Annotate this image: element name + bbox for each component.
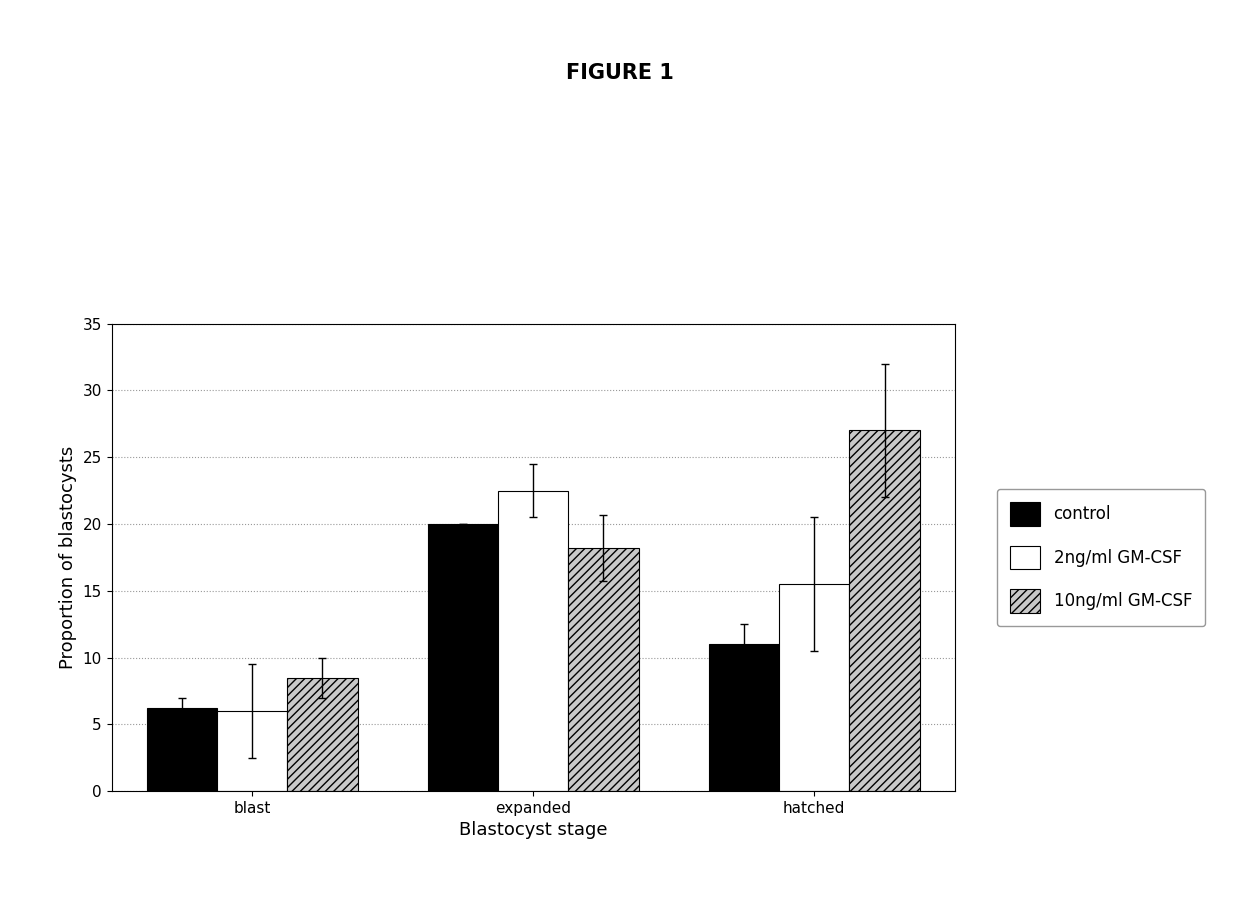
Legend: control, 2ng/ml GM-CSF, 10ng/ml GM-CSF: control, 2ng/ml GM-CSF, 10ng/ml GM-CSF — [997, 489, 1205, 626]
Text: FIGURE 1: FIGURE 1 — [567, 63, 673, 83]
Bar — [709, 645, 779, 791]
Bar — [849, 431, 920, 791]
X-axis label: Blastocyst stage: Blastocyst stage — [459, 822, 608, 840]
Bar — [428, 524, 498, 791]
Bar — [146, 708, 217, 791]
Y-axis label: Proportion of blastocysts: Proportion of blastocysts — [60, 446, 77, 669]
Bar — [498, 491, 568, 791]
Bar — [568, 548, 639, 791]
Bar — [217, 711, 288, 791]
Bar — [288, 678, 357, 791]
Bar — [779, 584, 849, 791]
